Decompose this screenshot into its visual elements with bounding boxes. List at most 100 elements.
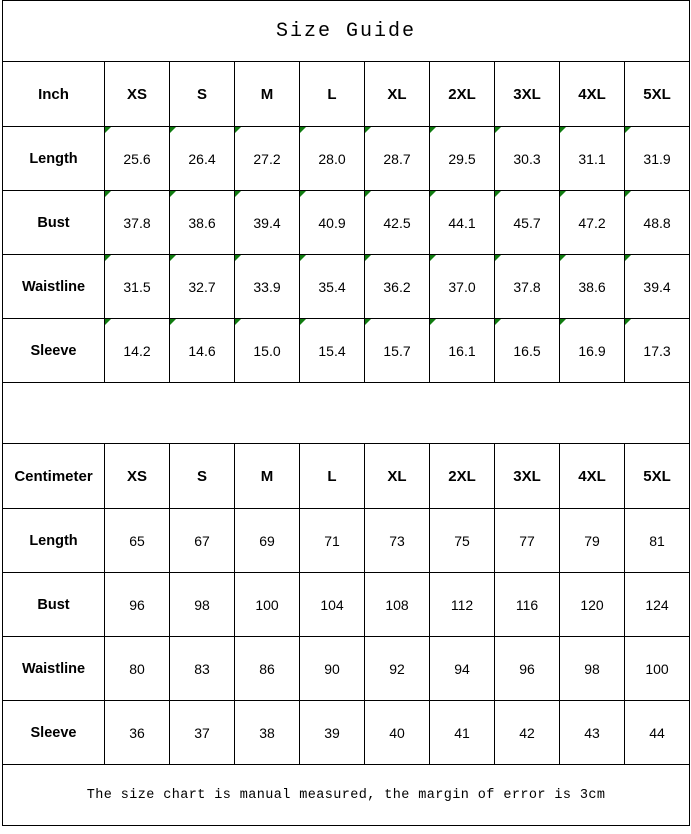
cm-length-m: 69 xyxy=(234,508,300,573)
inch-sleeve-s: 14.6 xyxy=(169,318,235,383)
inch-header-xs: XS xyxy=(104,61,170,127)
inch-waistline-4xl: 38.6 xyxy=(559,254,625,319)
inch-row-label-sleeve: Sleeve xyxy=(2,318,105,383)
cm-bust-m: 100 xyxy=(234,572,300,637)
cm-waistline-l: 90 xyxy=(299,636,365,701)
inch-unit-header: Inch xyxy=(2,61,105,127)
footer-note-row: The size chart is manual measured, the m… xyxy=(1,764,691,826)
cm-row-label-bust: Bust xyxy=(2,572,105,637)
inch-length-l: 28.0 xyxy=(299,126,365,191)
cm-bust-2xl: 112 xyxy=(429,572,495,637)
inch-waistline-m: 33.9 xyxy=(234,254,300,319)
cm-length-4xl: 79 xyxy=(559,508,625,573)
inch-header-5xl: 5XL xyxy=(623,61,691,127)
table-row: Length 25.6 26.4 27.2 28.0 28.7 29.5 30.… xyxy=(2,126,691,191)
inch-length-5xl: 31.9 xyxy=(623,126,691,191)
inch-waistline-2xl: 37.0 xyxy=(429,254,495,319)
cm-row-label-waistline: Waistline xyxy=(2,636,105,701)
cm-sleeve-4xl: 43 xyxy=(559,700,625,765)
cm-header-l: L xyxy=(299,443,365,509)
cm-bust-3xl: 116 xyxy=(494,572,560,637)
cm-waistline-xs: 80 xyxy=(104,636,170,701)
inch-header-4xl: 4XL xyxy=(559,61,625,127)
cm-header-row: Centimeter XS S M L XL 2XL 3XL 4XL 5XL xyxy=(2,443,691,509)
cm-unit-header: Centimeter xyxy=(2,443,105,509)
cm-sleeve-xl: 40 xyxy=(364,700,430,765)
table-row: Bust 37.8 38.6 39.4 40.9 42.5 44.1 45.7 … xyxy=(2,190,691,255)
cm-waistline-5xl: 100 xyxy=(623,636,691,701)
cm-header-s: S xyxy=(169,443,235,509)
inch-length-m: 27.2 xyxy=(234,126,300,191)
inch-bust-xl: 42.5 xyxy=(364,190,430,255)
cm-header-5xl: 5XL xyxy=(623,443,691,509)
inch-header-xl: XL xyxy=(364,61,430,127)
inch-header-3xl: 3XL xyxy=(494,61,560,127)
inch-length-xs: 25.6 xyxy=(104,126,170,191)
inch-bust-s: 38.6 xyxy=(169,190,235,255)
inch-length-xl: 28.7 xyxy=(364,126,430,191)
cm-waistline-m: 86 xyxy=(234,636,300,701)
cm-length-s: 67 xyxy=(169,508,235,573)
inch-waistline-s: 32.7 xyxy=(169,254,235,319)
inch-header-row: Inch XS S M L XL 2XL 3XL 4XL 5XL xyxy=(2,61,691,127)
inch-bust-m: 39.4 xyxy=(234,190,300,255)
inch-header-2xl: 2XL xyxy=(429,61,495,127)
inch-bust-4xl: 47.2 xyxy=(559,190,625,255)
table-row: Sleeve 36 37 38 39 40 41 42 43 44 xyxy=(2,700,691,765)
cm-bust-s: 98 xyxy=(169,572,235,637)
table-spacer-row xyxy=(1,382,691,444)
cm-length-xl: 73 xyxy=(364,508,430,573)
cm-bust-4xl: 120 xyxy=(559,572,625,637)
cm-sleeve-xs: 36 xyxy=(104,700,170,765)
table-row: Waistline 80 83 86 90 92 94 96 98 100 xyxy=(2,636,691,701)
inch-length-2xl: 29.5 xyxy=(429,126,495,191)
inch-row-label-bust: Bust xyxy=(2,190,105,255)
inch-header-l: L xyxy=(299,61,365,127)
cm-length-3xl: 77 xyxy=(494,508,560,573)
table-row: Length 65 67 69 71 73 75 77 79 81 xyxy=(2,508,691,573)
cm-sleeve-3xl: 42 xyxy=(494,700,560,765)
table-row: Bust 96 98 100 104 108 112 116 120 124 xyxy=(2,572,691,637)
cm-length-l: 71 xyxy=(299,508,365,573)
inch-sleeve-2xl: 16.1 xyxy=(429,318,495,383)
cm-sleeve-2xl: 41 xyxy=(429,700,495,765)
cm-header-3xl: 3XL xyxy=(494,443,560,509)
cm-length-2xl: 75 xyxy=(429,508,495,573)
cm-header-xs: XS xyxy=(104,443,170,509)
inch-bust-l: 40.9 xyxy=(299,190,365,255)
cm-waistline-2xl: 94 xyxy=(429,636,495,701)
cm-sleeve-5xl: 44 xyxy=(623,700,691,765)
footer-note: The size chart is manual measured, the m… xyxy=(1,764,691,826)
inch-sleeve-m: 15.0 xyxy=(234,318,300,383)
cm-header-2xl: 2XL xyxy=(429,443,495,509)
cm-header-xl: XL xyxy=(364,443,430,509)
cm-row-label-sleeve: Sleeve xyxy=(2,700,105,765)
inch-bust-3xl: 45.7 xyxy=(494,190,560,255)
inch-length-3xl: 30.3 xyxy=(494,126,560,191)
inch-sleeve-xs: 14.2 xyxy=(104,318,170,383)
inch-row-label-length: Length xyxy=(2,126,105,191)
cm-waistline-xl: 92 xyxy=(364,636,430,701)
cm-waistline-3xl: 96 xyxy=(494,636,560,701)
cm-bust-xs: 96 xyxy=(104,572,170,637)
inch-waistline-xl: 36.2 xyxy=(364,254,430,319)
inch-bust-5xl: 48.8 xyxy=(623,190,691,255)
cm-waistline-s: 83 xyxy=(169,636,235,701)
inch-length-s: 26.4 xyxy=(169,126,235,191)
cm-row-label-length: Length xyxy=(2,508,105,573)
cm-header-m: M xyxy=(234,443,300,509)
inch-waistline-xs: 31.5 xyxy=(104,254,170,319)
title-row: Size Guide xyxy=(1,0,691,62)
table-spacer-cell xyxy=(1,382,691,444)
inch-sleeve-3xl: 16.5 xyxy=(494,318,560,383)
inch-waistline-l: 35.4 xyxy=(299,254,365,319)
inch-header-m: M xyxy=(234,61,300,127)
table-row: Waistline 31.5 32.7 33.9 35.4 36.2 37.0 … xyxy=(2,254,691,319)
inch-sleeve-l: 15.4 xyxy=(299,318,365,383)
cm-bust-xl: 108 xyxy=(364,572,430,637)
inch-waistline-3xl: 37.8 xyxy=(494,254,560,319)
cm-sleeve-s: 37 xyxy=(169,700,235,765)
inch-row-label-waistline: Waistline xyxy=(2,254,105,319)
cm-bust-l: 104 xyxy=(299,572,365,637)
